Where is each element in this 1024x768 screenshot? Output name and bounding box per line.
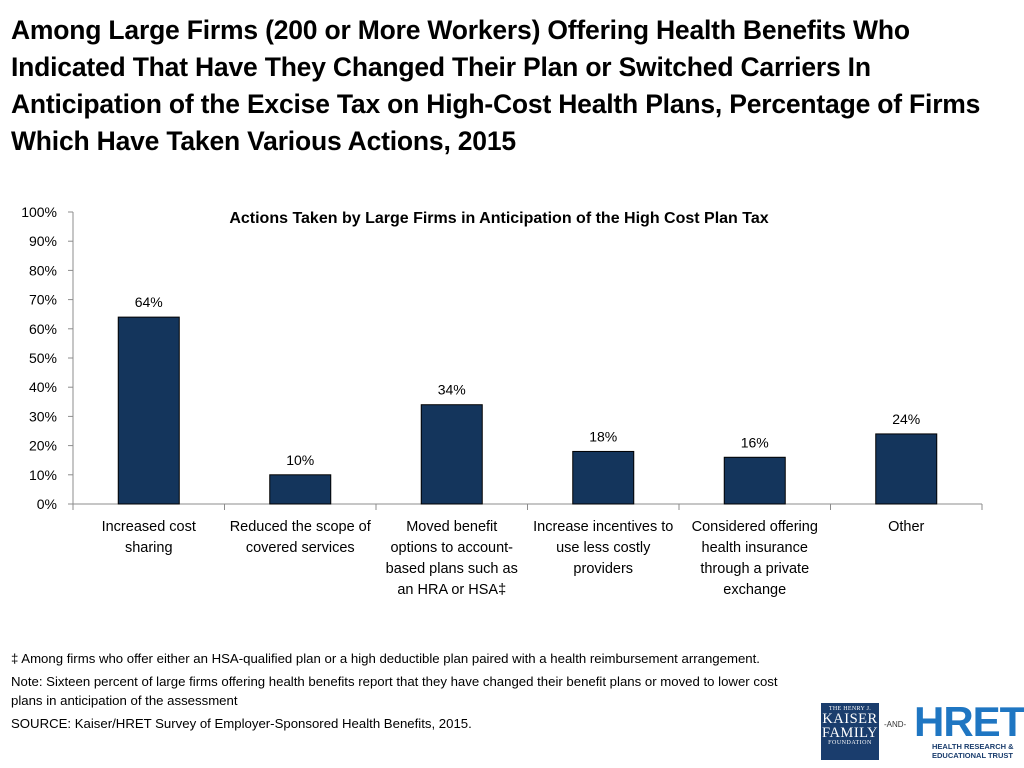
bar (117, 316, 180, 505)
kff-logo-line1: THE HENRY J. (828, 706, 872, 712)
category-label-line: options to account- (390, 540, 513, 556)
footnotes: ‡ Among firms who offer either an HSA-qu… (11, 649, 811, 737)
category-label: Reduced the scope of covered services (230, 519, 372, 556)
hret-logo-line2: EDUCATIONAL TRUST (932, 751, 1013, 760)
category-label: Increase incentives to use less costly pro… (533, 519, 673, 577)
category-label-line: based plans such as (386, 561, 518, 577)
y-tick-label: 40% (29, 379, 57, 395)
category-label-line: sharing (125, 540, 173, 556)
category-label-line: exchange (723, 582, 786, 598)
category-label-line: Increased cost (102, 519, 196, 535)
category-label: Considered offering health insurance throu… (692, 519, 818, 598)
source-footnote: SOURCE: Kaiser/HRET Survey of Employer-S… (11, 716, 472, 731)
data-label: 18% (589, 428, 617, 444)
hret-logo: HRET HEALTH RESEARCH & EDUCATIONAL TRUST (914, 698, 1024, 761)
category-label-line: Other (888, 519, 924, 535)
bar (269, 474, 332, 505)
data-label: 34% (438, 382, 466, 398)
bar (572, 450, 635, 505)
category-label-line: providers (573, 561, 633, 577)
category-label: Moved benefit options to account-based pl… (386, 519, 518, 598)
y-tick-label: 70% (29, 292, 57, 308)
data-label: 64% (135, 294, 163, 310)
y-axis: 0% 10% 20% 30% 40% 50% 60% 70% 80% 90% 100% (21, 204, 74, 512)
data-label: 24% (892, 411, 920, 427)
category-label-line: Moved benefit (406, 519, 497, 535)
y-tick-label: 50% (29, 350, 57, 366)
category-label-line: use less costly (556, 540, 651, 556)
category-label: Increased cost sharing (102, 519, 196, 556)
bar (875, 433, 938, 505)
category-label-line: Reduced the scope of (230, 519, 372, 535)
y-tick-label: 60% (29, 321, 57, 337)
y-tick-label: 80% (29, 262, 57, 278)
note-footnote: Note: Sixteen percent of large firms off… (11, 674, 778, 708)
category-label-line: Increase incentives to (533, 519, 673, 535)
category-label-line: health insurance (702, 540, 808, 556)
category-label-line: Considered offering (692, 519, 818, 535)
y-tick-label: 90% (29, 233, 57, 249)
bar (420, 404, 483, 505)
y-tick-label: 30% (29, 408, 57, 424)
bar (723, 456, 786, 505)
category-labels: Increased cost sharing Reduced the scope o… (102, 519, 925, 598)
dagger-footnote: ‡ Among firms who offer either an HSA-qu… (11, 651, 760, 666)
data-labels: 64% 10% 34% 18% 16% 24% (135, 294, 921, 468)
y-tick-label: 10% (29, 467, 57, 483)
category-label-line: an HRA or HSA‡ (397, 582, 506, 598)
y-tick-label: 0% (37, 496, 57, 512)
page-title: Among Large Firms (200 or More Workers) … (11, 15, 981, 156)
bar-chart: Actions Taken by Large Firms in Anticipa… (21, 204, 983, 598)
category-label-line: through a private (700, 561, 809, 577)
kff-logo-line2: KAISER (822, 711, 878, 727)
y-tick-label: 100% (21, 204, 57, 220)
kff-logo: THE HENRY J. KAISER FAMILY FOUNDATION (821, 703, 879, 760)
and-separator: -AND- (884, 720, 907, 729)
kff-logo-line4: FOUNDATION (828, 740, 872, 746)
kff-logo-line3: FAMILY (821, 725, 879, 741)
y-tick-label: 20% (29, 438, 57, 454)
x-axis (72, 503, 983, 510)
category-label-line: covered services (246, 540, 355, 556)
category-label: Other (888, 519, 924, 535)
data-label: 10% (286, 452, 314, 468)
chart-title: Actions Taken by Large Firms in Anticipa… (229, 210, 768, 227)
bars (117, 316, 938, 505)
hret-logo-line1: HEALTH RESEARCH & (932, 742, 1014, 751)
data-label: 16% (741, 434, 769, 450)
hret-logo-mark: HRET (914, 698, 1024, 745)
